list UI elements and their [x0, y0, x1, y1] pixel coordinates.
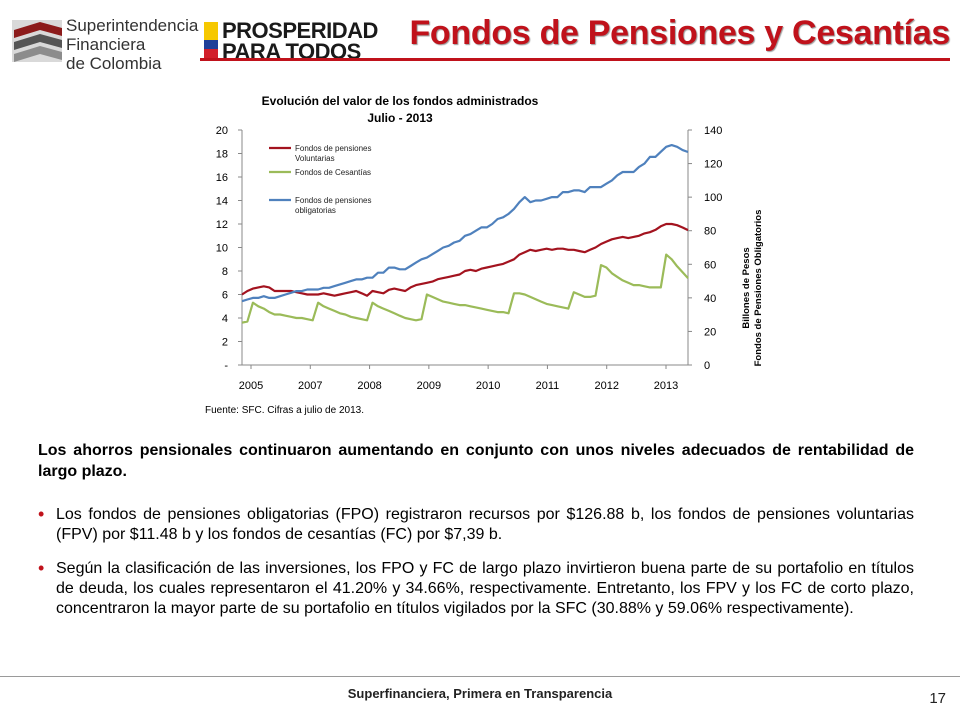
- left-tick-label: 2: [222, 337, 228, 349]
- left-tick-label: 20: [216, 125, 228, 137]
- left-tick-label: 18: [216, 149, 228, 161]
- legend-label: Fondos de pensiones: [295, 196, 372, 205]
- legend-label: Fondos de pensiones: [295, 144, 372, 153]
- legend-label-line2: obligatorias: [295, 206, 336, 215]
- x-tick-label: 2009: [417, 380, 441, 392]
- pp-line2: PARA TODOS: [222, 39, 361, 64]
- bullet-dot-icon: •: [38, 558, 45, 578]
- legend-label: Fondos de Cesantías: [295, 168, 371, 177]
- left-tick-label: 16: [216, 172, 228, 184]
- series-line: [241, 222, 689, 297]
- series-line: [241, 253, 689, 324]
- right-tick-label: 120: [704, 159, 722, 171]
- left-tick-label: 6: [222, 290, 228, 302]
- bullet-item: • Los fondos de pensiones obligatorias (F…: [38, 504, 914, 545]
- intro-paragraph: Los ahorros pensionales continuaron aume…: [38, 442, 914, 480]
- x-tick-label: 2012: [594, 380, 618, 392]
- title-rule: [200, 58, 950, 61]
- series-line: [241, 143, 689, 303]
- org-name-line3: de Colombia: [66, 54, 162, 73]
- left-tick-label: -: [224, 360, 228, 372]
- line-chart: Evolución del valor de los fondos admini…: [216, 94, 764, 392]
- bullet-text: Los fondos de pensiones obligatorias (FP…: [56, 506, 914, 543]
- x-tick-label: 2005: [239, 380, 263, 392]
- right-tick-label: 60: [704, 259, 716, 271]
- right-tick-label: 20: [704, 326, 716, 338]
- x-tick-label: 2010: [476, 380, 500, 392]
- right-tick-label: 0: [704, 360, 710, 372]
- left-tick-label: 12: [216, 219, 228, 231]
- pp-line1: PROSPERIDAD: [222, 18, 378, 43]
- right-tick-label: 140: [704, 125, 722, 137]
- sfc-logo-text: Superintendencia Financiera de Colombia: [66, 16, 198, 73]
- right-tick-label: 40: [704, 293, 716, 305]
- org-name-line1: Superintendencia: [66, 16, 199, 35]
- x-tick-label: 2013: [654, 380, 678, 392]
- chart: Evolución del valor de los fondos admini…: [195, 90, 775, 420]
- bullet-item: • Según la clasificación de las inversion…: [38, 558, 914, 619]
- right-tick-label: 80: [704, 226, 716, 238]
- bullet-text: Según la clasificación de las inversione…: [56, 560, 914, 617]
- right-axis-label: Billones de Pesos Fondos de Pensiones Ob…: [741, 210, 764, 367]
- bullet-list: • Los fondos de pensiones obligatorias (F…: [38, 504, 914, 633]
- right-axis-label-line1: Billones de Pesos: [741, 247, 752, 328]
- chart-title-line1: Evolución del valor de los fondos admini…: [262, 94, 539, 108]
- x-tick-label: 2008: [357, 380, 381, 392]
- prosperidad-logo: PROSPERIDAD PARA TODOS: [200, 14, 378, 64]
- page-title: Fondos de Pensiones y Cesantías: [409, 14, 950, 52]
- x-tick-label: 2011: [536, 380, 560, 392]
- x-tick-label: 2007: [298, 380, 322, 392]
- page-number: 17: [929, 690, 946, 707]
- left-tick-label: 4: [222, 313, 228, 325]
- org-name-line2: Financiera: [66, 35, 146, 54]
- footer-tagline: Superfinanciera, Primera en Transparenci…: [347, 686, 613, 701]
- legend-label-line2: Voluntarias: [295, 154, 335, 163]
- bullet-dot-icon: •: [38, 504, 45, 524]
- source-note: Fuente: SFC. Cifras a julio de 2013.: [205, 405, 364, 416]
- chart-title-line2: Julio - 2013: [367, 111, 433, 125]
- left-tick-label: 8: [222, 266, 228, 278]
- left-tick-label: 10: [216, 243, 228, 255]
- prosperidad-logo-text: PROSPERIDAD PARA TODOS: [222, 18, 378, 64]
- right-tick-label: 100: [704, 192, 722, 204]
- footer-rule: [0, 676, 960, 677]
- sfc-logo: Superintendencia Financiera de Colombia: [6, 10, 198, 73]
- right-axis-label-line2: Fondos de Pensiones Obligatorios: [753, 210, 764, 367]
- colombia-flag-icon: [204, 22, 218, 58]
- sfc-emblem-icon: [12, 20, 62, 62]
- left-tick-label: 14: [216, 196, 228, 208]
